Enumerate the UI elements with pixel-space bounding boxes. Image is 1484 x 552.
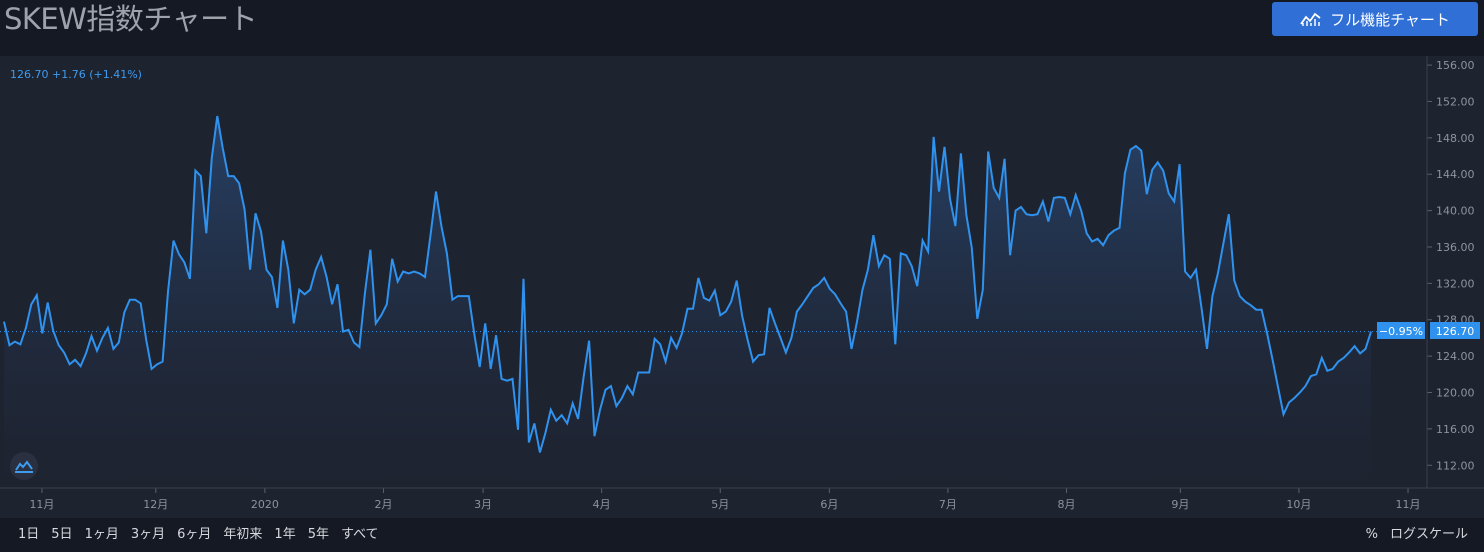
x-tick-label: 4月	[593, 498, 611, 511]
legend-change: +1.76	[52, 68, 86, 81]
range-button[interactable]: 1ヶ月	[84, 527, 119, 542]
bottom-toolbar: 1日 5日 1ヶ月 3ヶ月 6ヶ月 年初来 1年 5年 すべて % ログスケール	[0, 518, 1484, 552]
y-tick-label: 152.00	[1436, 95, 1475, 108]
y-tick-label: 124.00	[1436, 350, 1475, 363]
chart-legend: 126.70 +1.76 (+1.41%)	[10, 68, 142, 81]
header: SKEW指数チャート フル機能チャート	[0, 0, 1484, 56]
y-tick-label: 136.00	[1436, 241, 1475, 254]
range-button[interactable]: 3ヶ月	[130, 527, 166, 542]
legend-value: 126.70	[10, 68, 49, 81]
cloud-icon	[15, 460, 33, 473]
chart-line-icon	[1300, 12, 1321, 26]
range-button[interactable]: 1日	[18, 527, 40, 542]
legend-change-pct: (+1.41%)	[89, 68, 142, 81]
full-chart-button[interactable]: フル機能チャート	[1272, 2, 1478, 36]
x-tick-label: 5月	[711, 498, 729, 511]
y-tick-label: 112.00	[1436, 459, 1475, 472]
range-button[interactable]: 6ヶ月	[177, 527, 212, 542]
series-area	[4, 116, 1371, 488]
price-pct-badge	[1377, 322, 1425, 339]
price-pct-text: −0.95%	[1379, 325, 1423, 338]
x-tick-label: 2月	[374, 498, 392, 511]
price-value-badge	[1430, 322, 1480, 339]
range-button[interactable]: 年初来	[223, 527, 263, 542]
y-tick-label: 148.00	[1436, 132, 1475, 145]
range-button[interactable]: 5日	[51, 527, 73, 542]
log-scale-button[interactable]: ログスケール	[1389, 527, 1468, 542]
range-button[interactable]: 1年	[274, 527, 296, 542]
x-tick-label: 6月	[820, 498, 838, 511]
scale-buttons: % ログスケール	[1360, 518, 1474, 552]
x-tick-label: 3月	[474, 498, 492, 511]
percent-scale-button[interactable]: %	[1365, 527, 1378, 542]
price-value-text: 126.70	[1436, 325, 1475, 338]
y-tick-label: 140.00	[1436, 205, 1475, 218]
x-tick-label: 12月	[143, 498, 168, 511]
series-line	[3, 115, 1372, 453]
x-tick-label: 2020	[251, 498, 279, 511]
range-button[interactable]: 5年	[307, 527, 329, 542]
y-tick-label: 132.00	[1436, 277, 1475, 290]
y-tick-label: 144.00	[1436, 168, 1475, 181]
x-tick-label: 10月	[1286, 498, 1311, 511]
x-tick-label: 11月	[29, 498, 54, 511]
full-chart-label: フル機能チャート	[1330, 10, 1450, 29]
skew-chart[interactable]: 112.00116.00120.00124.00128.00132.00136.…	[0, 56, 1484, 518]
y-tick-label: 120.00	[1436, 387, 1475, 400]
chart-area[interactable]: 112.00 116.00 120.00 124.00 128.00 132.00 136.…	[0, 56, 1484, 518]
x-tick-label: 8月	[1058, 498, 1076, 511]
x-tick-label: 7月	[939, 498, 957, 511]
y-tick-label: 156.00	[1436, 59, 1475, 72]
price-label: −0.95% 126.70	[1377, 322, 1480, 339]
x-tick-label: 11月	[1396, 498, 1421, 511]
tradingview-logo-icon[interactable]	[10, 452, 38, 480]
range-button[interactable]: すべて	[340, 527, 379, 542]
y-tick-label: 116.00	[1436, 423, 1475, 436]
x-tick-label: 9月	[1171, 498, 1189, 511]
page-title: SKEW指数チャート	[4, 2, 258, 36]
range-buttons: 1日 5日 1ヶ月 3ヶ月 6ヶ月 年初来 1年 5年 すべて	[12, 518, 385, 552]
